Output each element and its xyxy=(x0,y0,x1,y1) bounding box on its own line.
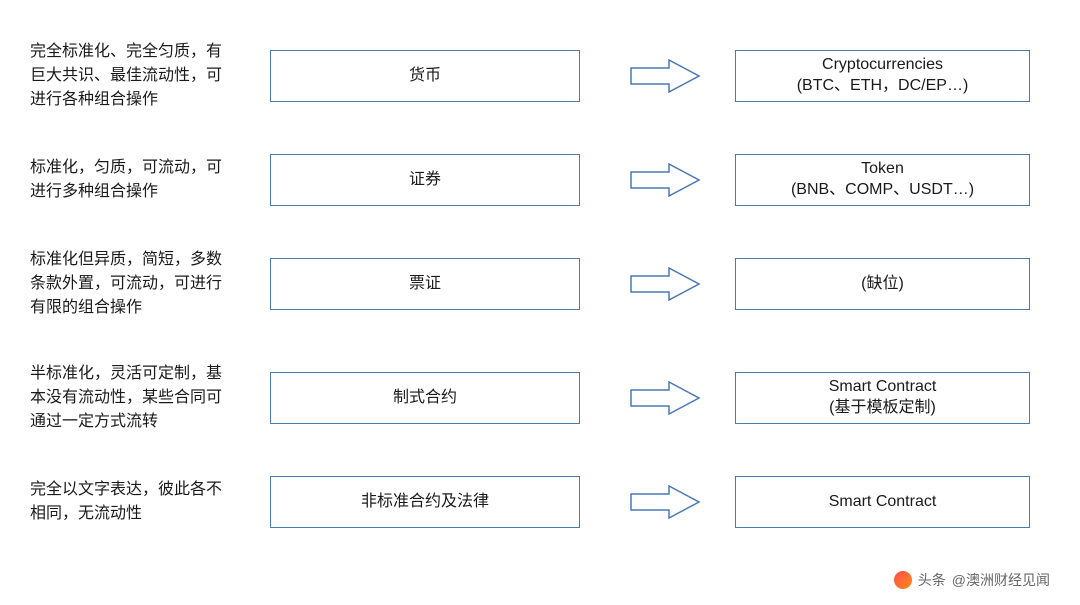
right-box: Token (BNB、COMP、USDT…) xyxy=(735,154,1030,206)
arrow-icon xyxy=(625,162,705,198)
right-label-line1: Smart Contract xyxy=(829,492,937,513)
watermark-logo-icon xyxy=(894,571,912,589)
diagram-row: 标准化但异质，简短，多数条款外置，可流动，可进行有限的组合操作 票证 (缺位) xyxy=(30,248,1050,320)
right-box: Smart Contract xyxy=(735,476,1030,528)
center-label: 货币 xyxy=(409,66,441,87)
diagram-row: 完全标准化、完全匀质，有巨大共识、最佳流动性，可进行各种组合操作 货币 Cryp… xyxy=(30,40,1050,112)
arrow-icon xyxy=(625,58,705,94)
right-label-line1: (缺位) xyxy=(861,274,904,295)
row-description: 标准化但异质，简短，多数条款外置，可流动，可进行有限的组合操作 xyxy=(30,248,240,320)
watermark-handle: @澳洲财经见闻 xyxy=(952,570,1050,590)
row-description: 标准化，匀质，可流动，可进行多种组合操作 xyxy=(30,156,240,204)
arrow-icon xyxy=(625,380,705,416)
diagram-row: 标准化，匀质，可流动，可进行多种组合操作 证券 Token (BNB、COMP、… xyxy=(30,154,1050,206)
right-box: Cryptocurrencies (BTC、ETH，DC/EP…) xyxy=(735,50,1030,102)
right-box: (缺位) xyxy=(735,258,1030,310)
center-label: 非标准合约及法律 xyxy=(361,492,489,513)
diagram-row: 半标准化，灵活可定制，基本没有流动性，某些合同可通过一定方式流转 制式合约 Sm… xyxy=(30,362,1050,434)
diagram-container: 完全标准化、完全匀质，有巨大共识、最佳流动性，可进行各种组合操作 货币 Cryp… xyxy=(30,40,1050,528)
center-box: 票证 xyxy=(270,258,580,310)
center-box: 制式合约 xyxy=(270,372,580,424)
right-label-line1: Token xyxy=(861,159,904,180)
row-description: 半标准化，灵活可定制，基本没有流动性，某些合同可通过一定方式流转 xyxy=(30,362,240,434)
center-box: 证券 xyxy=(270,154,580,206)
arrow-icon xyxy=(625,484,705,520)
row-description: 完全以文字表达，彼此各不相同，无流动性 xyxy=(30,478,240,526)
right-label-line2: (基于模板定制) xyxy=(829,398,936,419)
watermark: 头条 @澳洲财经见闻 xyxy=(894,570,1050,590)
right-label-line2: (BNB、COMP、USDT…) xyxy=(791,180,974,201)
right-box: Smart Contract (基于模板定制) xyxy=(735,372,1030,424)
diagram-row: 完全以文字表达，彼此各不相同，无流动性 非标准合约及法律 Smart Contr… xyxy=(30,476,1050,528)
center-box: 非标准合约及法律 xyxy=(270,476,580,528)
right-label-line2: (BTC、ETH，DC/EP…) xyxy=(797,76,969,97)
arrow-icon xyxy=(625,266,705,302)
center-label: 证券 xyxy=(409,170,441,191)
center-label: 制式合约 xyxy=(393,388,457,409)
right-label-line1: Smart Contract xyxy=(829,377,937,398)
right-label-line1: Cryptocurrencies xyxy=(822,55,943,76)
center-label: 票证 xyxy=(409,274,441,295)
center-box: 货币 xyxy=(270,50,580,102)
watermark-prefix: 头条 xyxy=(918,570,946,590)
row-description: 完全标准化、完全匀质，有巨大共识、最佳流动性，可进行各种组合操作 xyxy=(30,40,240,112)
